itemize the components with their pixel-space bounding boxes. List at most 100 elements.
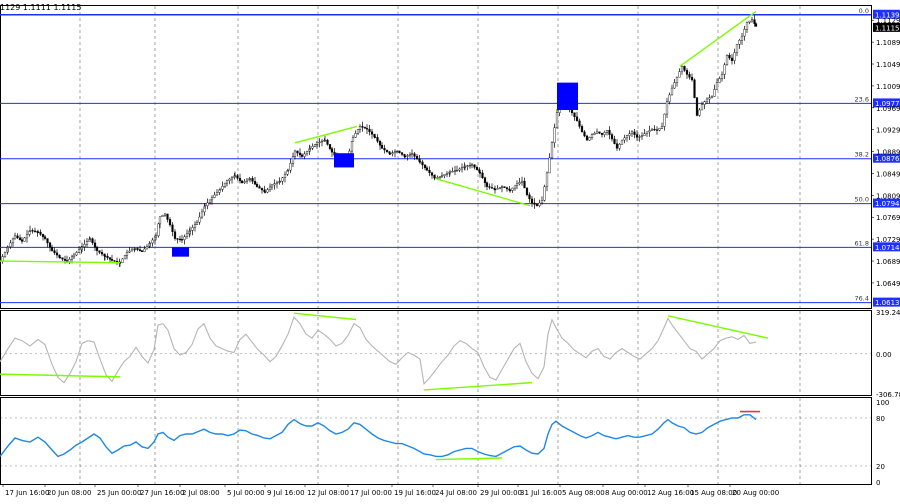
candle-body (88, 238, 92, 240)
fib-level-label: 0.0 (859, 7, 869, 15)
candle-body (228, 178, 231, 181)
candle-body (653, 128, 656, 131)
candle-body (628, 133, 631, 136)
cci-divergence-line (667, 315, 769, 339)
candle-body (443, 174, 446, 176)
candle-body (550, 142, 554, 159)
candle-body (658, 128, 661, 131)
candle-body (91, 238, 94, 244)
candle-body (675, 76, 679, 83)
candle-body (520, 180, 524, 183)
candle-body (705, 98, 709, 102)
candle-body (108, 257, 112, 260)
candle-body (663, 113, 666, 127)
candle-body (600, 133, 604, 135)
candle-body (313, 144, 317, 147)
candle-body (750, 19, 754, 22)
candle-body (548, 157, 551, 174)
rsi-panel-frame (0, 397, 872, 485)
candle-body (140, 250, 144, 252)
candle-body (730, 57, 734, 61)
candle-body (153, 236, 157, 241)
candle-body (578, 120, 581, 127)
candle-body (648, 130, 651, 133)
candle-body (41, 234, 45, 237)
cci-tick-label: -306.780 (876, 391, 900, 399)
candle-body (555, 112, 559, 128)
candle-body (754, 23, 758, 27)
x-tick-label: 9 Jul 16:00 (267, 489, 305, 497)
candle-body (543, 186, 546, 201)
candle-body (157, 223, 160, 237)
candle-body (575, 116, 579, 122)
candle-body (700, 104, 704, 111)
candle-body (393, 151, 397, 153)
candle-body (710, 96, 714, 98)
candle-body (713, 89, 716, 97)
fib-price-tag: 1.0876 (875, 155, 900, 163)
cci-line (0, 316, 757, 386)
candle-body (36, 231, 40, 233)
candle-body (180, 239, 184, 241)
candle-body (103, 255, 107, 257)
candle-body (633, 131, 636, 135)
candle-body (58, 257, 62, 259)
fib-price-tag-bg (873, 297, 900, 307)
candle-body (206, 202, 209, 206)
candle-body (270, 184, 274, 188)
candle-body (718, 78, 721, 83)
candle-body (253, 181, 257, 185)
candle-body (615, 143, 619, 149)
candle-body (275, 182, 279, 184)
candle-body (50, 246, 54, 251)
candle-body (351, 137, 355, 142)
candle-body (473, 164, 476, 168)
candle-body (478, 169, 481, 173)
fib-price-tag-bg (873, 98, 900, 108)
candle-body (258, 186, 261, 189)
candle-body (20, 239, 24, 242)
cci-divergence-line (423, 381, 533, 391)
candle-body (598, 131, 601, 134)
candle-body (251, 178, 254, 182)
candle-body (481, 172, 484, 179)
candle-body (580, 126, 584, 133)
candle-body (145, 246, 149, 250)
candle-body (168, 219, 172, 226)
price-divergence-line (679, 10, 757, 67)
price-tick-label: 1.0969 (876, 105, 900, 113)
candle-body (735, 44, 739, 53)
candle-body (138, 249, 142, 251)
candle-body (328, 144, 332, 149)
candle-body (595, 131, 599, 134)
x-tick-label: 19 Jul 16:00 (394, 489, 436, 497)
candle-body (395, 150, 399, 153)
candle-body (163, 213, 167, 216)
candle-body (55, 252, 59, 256)
candle-body (230, 177, 234, 180)
candle-body (210, 197, 214, 201)
candle-body (608, 130, 611, 135)
candle-body (361, 126, 364, 128)
current-price-tag-bg (873, 22, 900, 32)
candle-body (453, 170, 457, 172)
candle-body (708, 97, 711, 100)
candle-body (425, 167, 429, 171)
candle-body (363, 127, 367, 129)
candle-body (383, 148, 386, 151)
candle-body (213, 194, 216, 198)
candle-body (39, 231, 42, 235)
candle-body (540, 200, 544, 204)
candle-body (455, 169, 459, 172)
highlight-box (172, 247, 189, 257)
candle-body (16, 235, 19, 239)
candle-body (185, 233, 189, 237)
candle-body (505, 187, 509, 190)
candle-body (161, 215, 164, 217)
candle-body (173, 231, 177, 239)
candle-body (613, 138, 616, 144)
price-divergence-line (434, 177, 531, 207)
candle-body (630, 131, 634, 134)
candle-body (645, 131, 649, 134)
